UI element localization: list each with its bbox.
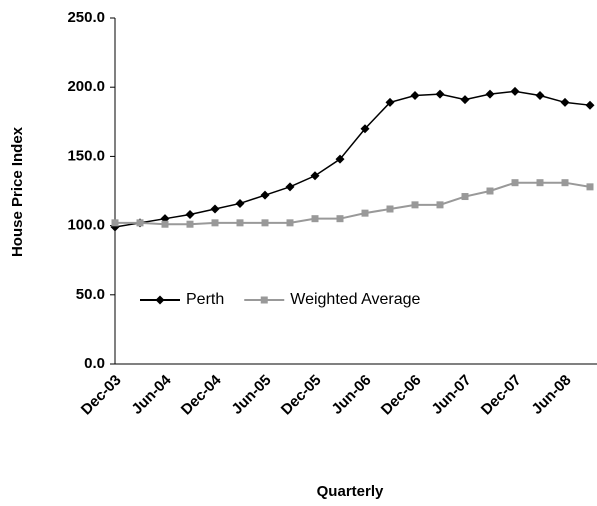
point (211, 219, 219, 227)
point (286, 219, 294, 227)
series-line (115, 181, 591, 226)
point (155, 295, 165, 305)
point (436, 201, 444, 209)
point (161, 220, 169, 228)
point (235, 198, 245, 208)
x-tick-label: Jun-05 (228, 372, 274, 418)
x-tick-label: Dec-03 (78, 372, 125, 419)
point (310, 171, 320, 181)
point (261, 219, 269, 227)
point (486, 187, 494, 195)
point (586, 183, 594, 191)
point (385, 97, 395, 107)
y-tick-label: 250.0 (67, 9, 105, 26)
x-tick-label: Dec-05 (278, 372, 325, 419)
y-axis-title: House Price Index (9, 126, 26, 257)
point (361, 209, 369, 217)
point (136, 219, 144, 227)
point (185, 210, 195, 220)
point (485, 89, 495, 99)
x-axis-title: Quarterly (317, 483, 384, 500)
point (335, 154, 345, 164)
y-tick-label: 200.0 (67, 78, 105, 95)
x-tick-label: Dec-06 (378, 372, 425, 419)
legend-label: Weighted Average (290, 291, 420, 308)
point (360, 124, 370, 134)
y-tick-label: 0.0 (84, 355, 105, 372)
point (236, 219, 244, 227)
point (336, 215, 344, 223)
point (260, 296, 268, 304)
point (511, 179, 519, 187)
point (210, 204, 220, 214)
point (435, 89, 445, 99)
series-line (114, 90, 591, 228)
point (386, 205, 394, 213)
point (285, 182, 295, 192)
x-tick-label: Dec-04 (178, 371, 225, 418)
point (260, 190, 270, 200)
y-tick-label: 50.0 (76, 286, 105, 303)
point (536, 179, 544, 187)
x-tick-label: Jun-04 (128, 371, 175, 418)
x-tick-label: Jun-07 (428, 372, 474, 418)
point (560, 97, 570, 107)
point (585, 100, 595, 110)
point (510, 86, 520, 96)
legend-label: Perth (186, 291, 224, 308)
point (411, 201, 419, 209)
x-tick-label: Dec-07 (478, 372, 525, 419)
x-tick-label: Jun-08 (528, 372, 574, 418)
point (561, 179, 569, 187)
point (535, 91, 545, 101)
point (186, 220, 194, 228)
point (410, 91, 420, 101)
point (311, 215, 319, 223)
point (111, 219, 119, 227)
y-tick-label: 100.0 (67, 217, 105, 234)
point (460, 95, 470, 105)
x-tick-label: Jun-06 (328, 372, 374, 418)
point (461, 193, 469, 201)
y-tick-label: 150.0 (67, 147, 105, 164)
